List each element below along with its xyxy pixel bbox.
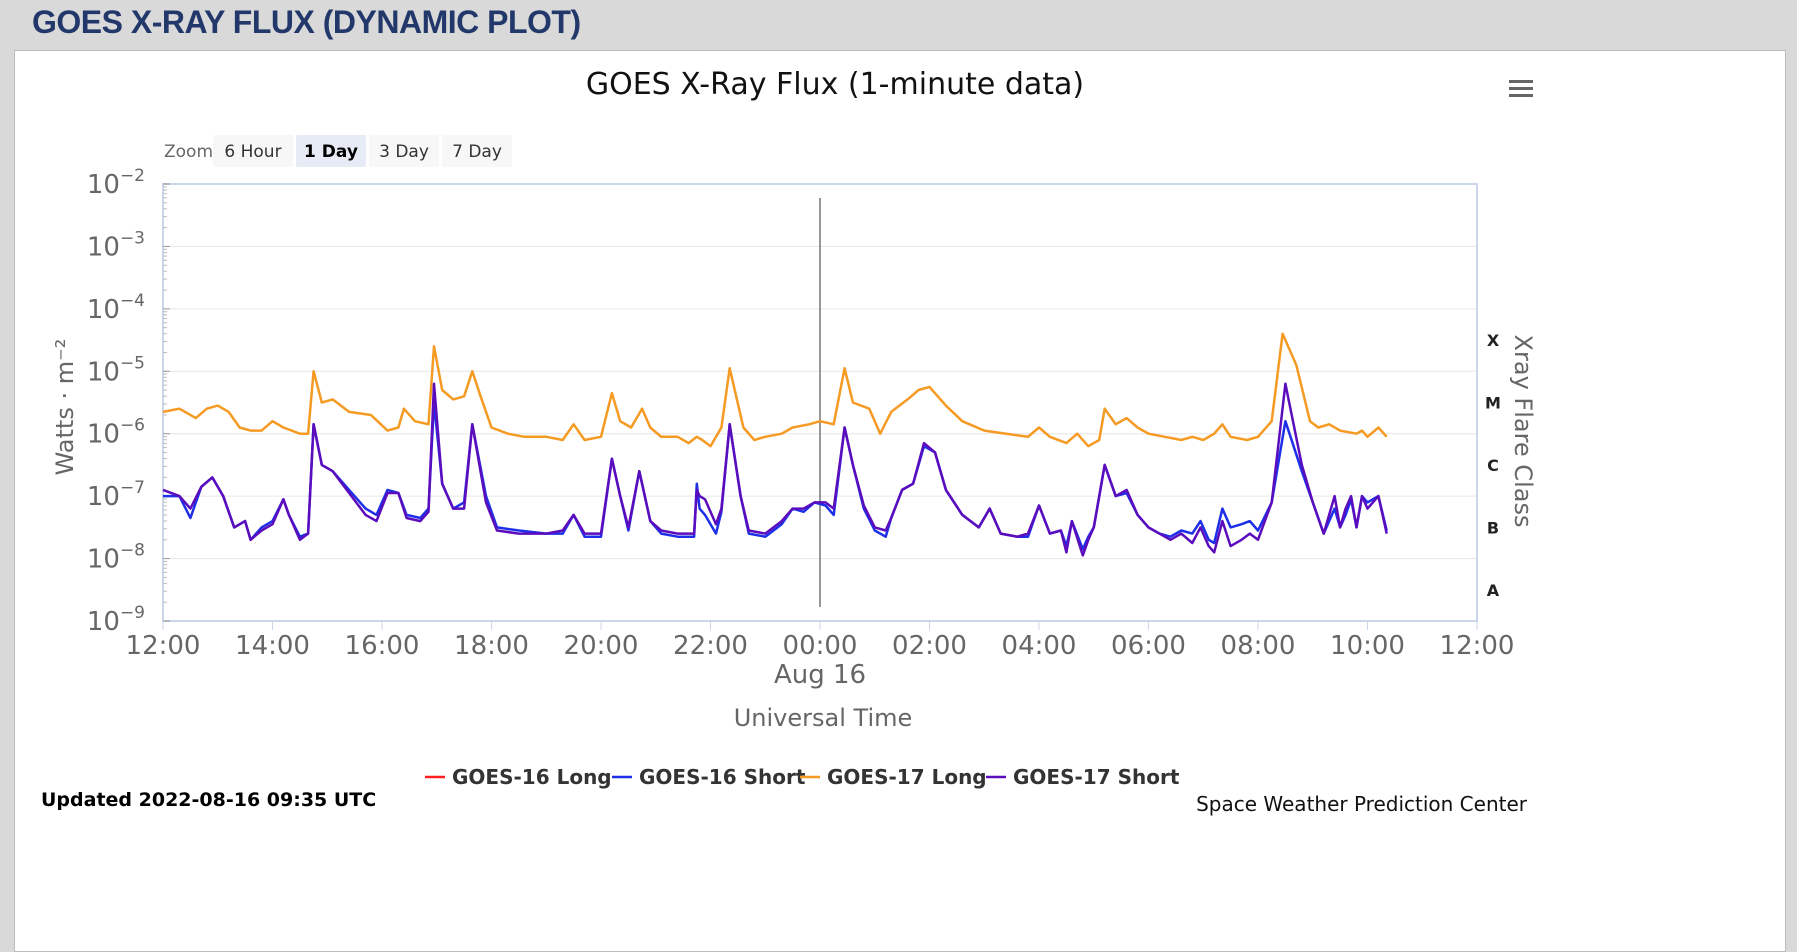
y-axis-title: Watts · m⁻²	[51, 339, 79, 476]
flare-class-x: X	[1487, 331, 1500, 350]
legend-item[interactable]: GOES-16 Long	[425, 765, 612, 789]
x-axis-title: Universal Time	[734, 704, 913, 732]
legend-label: GOES-16 Long	[452, 765, 612, 789]
y-tick-label: 10−8	[87, 541, 145, 575]
updated-timestamp: Updated 2022-08-16 09:35 UTC	[41, 789, 376, 811]
chart-panel: GOES X-Ray Flux (1-minute data) Zoom 6 H…	[14, 50, 1786, 952]
x-tick-label: 06:00	[1111, 631, 1186, 661]
zoom-label: Zoom	[164, 142, 213, 162]
y-tick-label: 10−4	[87, 291, 145, 325]
x-tick-label: 20:00	[564, 631, 639, 661]
flare-class-m: M	[1485, 394, 1501, 413]
series-lines	[162, 332, 1388, 557]
y-tick-label: 10−6	[87, 416, 145, 450]
zoom-3-day-button[interactable]: 3 Day	[369, 135, 439, 167]
y-tick-label: 10−2	[87, 166, 145, 200]
right-axis-title: Xray Flare Class	[1509, 335, 1537, 528]
x-tick-label: 02:00	[892, 631, 967, 661]
x-tick-label: 08:00	[1221, 631, 1296, 661]
zoom-button-label: 3 Day	[379, 142, 429, 162]
legend: GOES-16 Long GOES-16 Short GOES-17 Long GOE…	[425, 765, 1180, 789]
xray-flux-chart: GOES X-Ray Flux (1-minute data) Zoom 6 H…	[41, 67, 1539, 816]
zoom-button-label: 1 Day	[304, 142, 358, 162]
y-tick-label: 10−9	[87, 603, 145, 637]
legend-item[interactable]: GOES-17 Long	[800, 765, 987, 789]
legend-label: GOES-17 Short	[1013, 765, 1180, 789]
chart-title: GOES X-Ray Flux (1-minute data)	[586, 67, 1084, 102]
page-heading: GOES X-RAY FLUX (DYNAMIC PLOT)	[32, 4, 581, 40]
y-tick-label: 10−5	[87, 353, 145, 387]
menu-icon[interactable]	[1505, 75, 1539, 103]
y-tick-label: 10−3	[87, 228, 145, 262]
zoom-button-label: 7 Day	[452, 142, 502, 162]
x-tick-label: 04:00	[1002, 631, 1077, 661]
x-tick-label: 10:00	[1330, 631, 1405, 661]
series-line-goes-16-short	[163, 401, 1388, 551]
flare-class-a: A	[1487, 581, 1500, 600]
flare-class-c: C	[1487, 456, 1499, 475]
series-line-goes-17-long	[162, 332, 1388, 448]
axes: 10−210−310−410−510−610−710−810−912:00 14:…	[87, 166, 1515, 690]
legend-label: GOES-17 Long	[827, 765, 987, 789]
legend-item[interactable]: GOES-16 Short	[612, 765, 806, 789]
date-label: Aug 16	[774, 660, 866, 690]
x-tick-label: 18:00	[454, 631, 529, 661]
x-tick-label: 12:00	[126, 631, 201, 661]
x-tick-label: 16:00	[345, 631, 420, 661]
zoom-1-day-button[interactable]: 1 Day	[296, 135, 366, 167]
zoom-6-hour-button[interactable]: 6 Hour	[213, 135, 293, 167]
x-tick-label: 22:00	[673, 631, 748, 661]
x-tick-label: 12:00	[1440, 631, 1515, 661]
y-tick-label: 10−7	[87, 478, 145, 512]
zoom-7-day-button[interactable]: 7 Day	[442, 135, 512, 167]
series-line-goes-17-short	[162, 382, 1388, 557]
x-tick-label: 00:00	[783, 631, 858, 661]
flare-class-b: B	[1487, 518, 1499, 537]
x-tick-label: 14:00	[235, 631, 310, 661]
legend-item[interactable]: GOES-17 Short	[986, 765, 1180, 789]
zoom-button-label: 6 Hour	[224, 142, 281, 162]
credit-text: Space Weather Prediction Center	[1196, 792, 1528, 816]
legend-label: GOES-16 Short	[639, 765, 806, 789]
zoom-controls: Zoom 6 Hour 1 Day 3 Day 7 Day	[164, 135, 512, 167]
